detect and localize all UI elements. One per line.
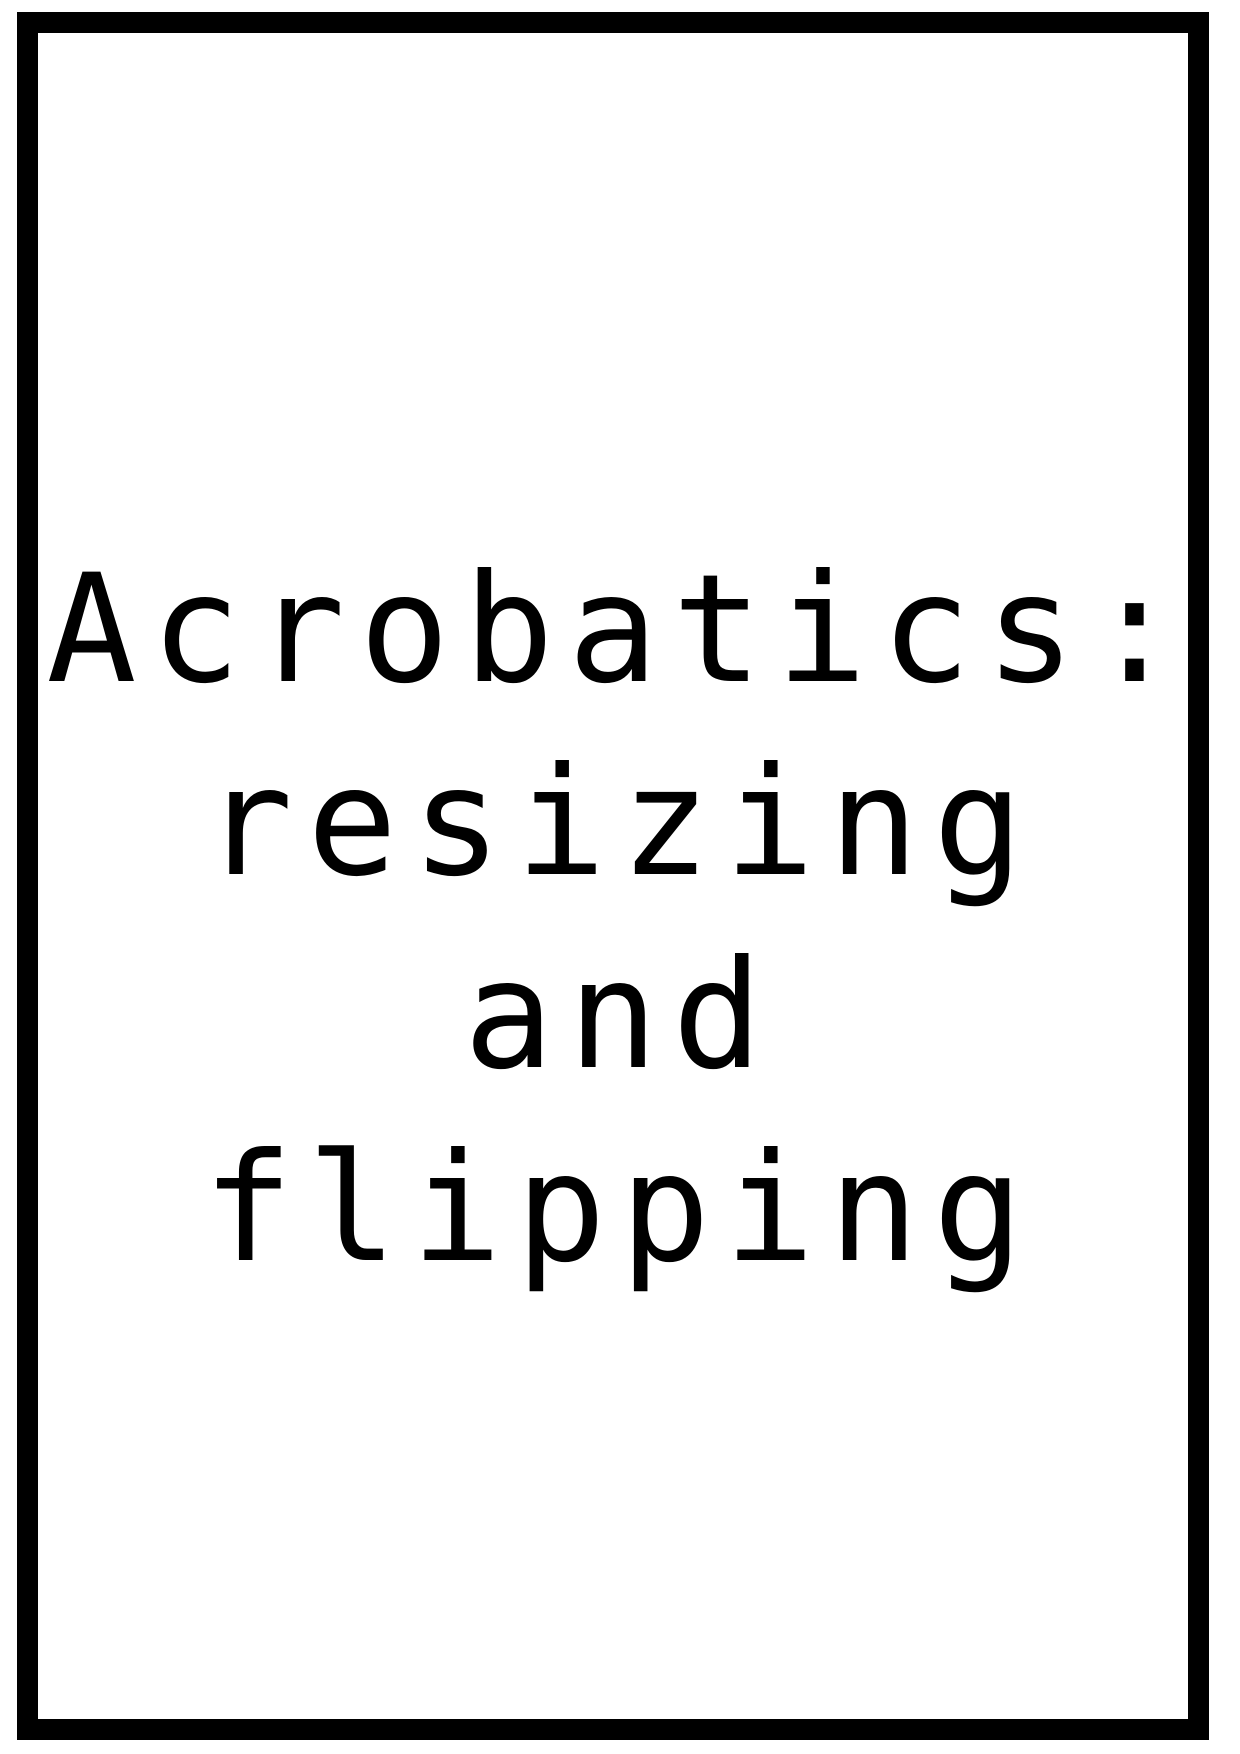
- title-line-2: resizing: [202, 736, 1038, 910]
- page-border-frame: [17, 12, 1209, 1740]
- title-line-1: Acrobatics:: [46, 543, 1194, 717]
- page-title: Acrobatics: resizing and flipping: [0, 534, 1240, 1306]
- title-line-4: flipping: [202, 1122, 1038, 1296]
- title-line-3: and: [463, 929, 777, 1103]
